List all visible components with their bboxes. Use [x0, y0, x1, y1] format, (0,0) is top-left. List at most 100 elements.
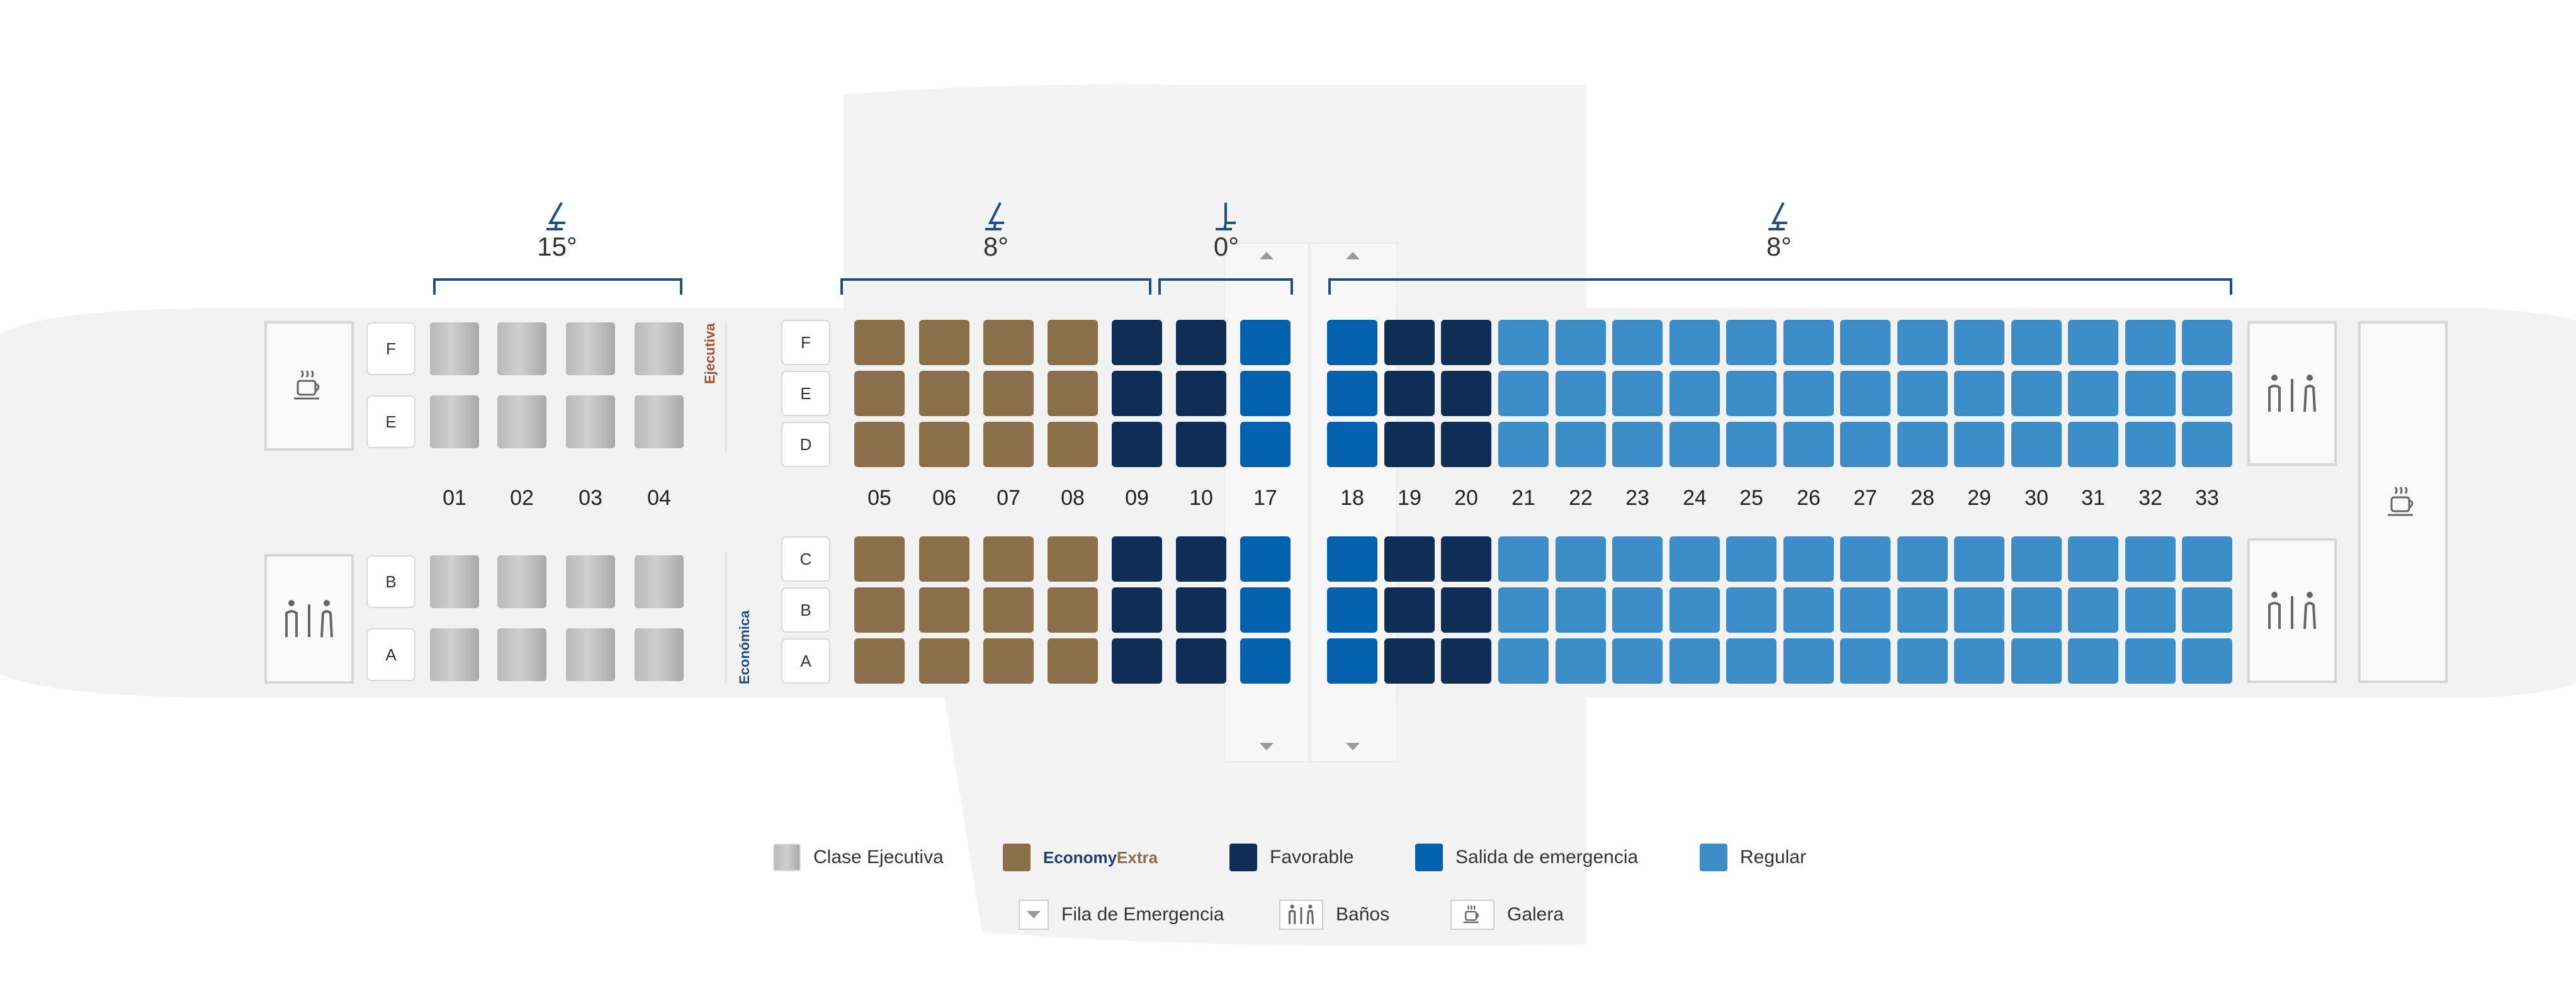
seat-04A[interactable]	[635, 628, 684, 681]
seat-18A[interactable]	[1327, 638, 1377, 684]
seat-31F[interactable]	[2068, 320, 2118, 365]
seat-21B[interactable]	[1498, 587, 1549, 633]
seat-17C[interactable]	[1240, 536, 1291, 582]
seat-28E[interactable]	[1897, 371, 1948, 416]
seat-02E[interactable]	[497, 395, 546, 448]
seat-09F[interactable]	[1112, 320, 1162, 365]
seat-32C[interactable]	[2125, 536, 2176, 582]
seat-10D[interactable]	[1176, 422, 1226, 467]
seat-25A[interactable]	[1726, 638, 1777, 684]
seat-31B[interactable]	[2068, 587, 2118, 633]
seat-02B[interactable]	[497, 555, 546, 608]
seat-28B[interactable]	[1897, 587, 1948, 633]
seat-01E[interactable]	[430, 395, 479, 448]
seat-10B[interactable]	[1176, 587, 1226, 633]
seat-22F[interactable]	[1556, 320, 1606, 365]
seat-23C[interactable]	[1612, 536, 1663, 582]
seat-20C[interactable]	[1441, 536, 1491, 582]
seat-06D[interactable]	[919, 422, 969, 467]
seat-31E[interactable]	[2068, 371, 2118, 416]
seat-32D[interactable]	[2125, 422, 2176, 467]
seat-01A[interactable]	[430, 628, 479, 681]
seat-08F[interactable]	[1048, 320, 1098, 365]
seat-06F[interactable]	[919, 320, 969, 365]
seat-17F[interactable]	[1240, 320, 1291, 365]
seat-19A[interactable]	[1384, 638, 1435, 684]
seat-26C[interactable]	[1783, 536, 1834, 582]
seat-30F[interactable]	[2011, 320, 2062, 365]
seat-17E[interactable]	[1240, 371, 1291, 416]
seat-09D[interactable]	[1112, 422, 1162, 467]
seat-27E[interactable]	[1840, 371, 1890, 416]
seat-26E[interactable]	[1783, 371, 1834, 416]
seat-07B[interactable]	[983, 587, 1034, 633]
seat-02A[interactable]	[497, 628, 546, 681]
seat-08C[interactable]	[1048, 536, 1098, 582]
seat-26A[interactable]	[1783, 638, 1834, 684]
seat-19D[interactable]	[1384, 422, 1435, 467]
seat-31C[interactable]	[2068, 536, 2118, 582]
seat-26F[interactable]	[1783, 320, 1834, 365]
seat-10E[interactable]	[1176, 371, 1226, 416]
seat-28C[interactable]	[1897, 536, 1948, 582]
seat-09A[interactable]	[1112, 638, 1162, 684]
seat-30C[interactable]	[2011, 536, 2062, 582]
seat-30E[interactable]	[2011, 371, 2062, 416]
seat-05E[interactable]	[854, 371, 905, 416]
seat-21D[interactable]	[1498, 422, 1549, 467]
seat-18D[interactable]	[1327, 422, 1377, 467]
seat-03B[interactable]	[566, 555, 615, 608]
seat-17A[interactable]	[1240, 638, 1291, 684]
seat-28D[interactable]	[1897, 422, 1948, 467]
seat-25C[interactable]	[1726, 536, 1777, 582]
seat-20B[interactable]	[1441, 587, 1491, 633]
seat-08A[interactable]	[1048, 638, 1098, 684]
seat-08B[interactable]	[1048, 587, 1098, 633]
seat-23B[interactable]	[1612, 587, 1663, 633]
seat-21A[interactable]	[1498, 638, 1549, 684]
seat-20D[interactable]	[1441, 422, 1491, 467]
seat-18C[interactable]	[1327, 536, 1377, 582]
seat-08D[interactable]	[1048, 422, 1098, 467]
seat-33F[interactable]	[2182, 320, 2232, 365]
seat-33D[interactable]	[2182, 422, 2232, 467]
seat-32F[interactable]	[2125, 320, 2176, 365]
seat-24F[interactable]	[1669, 320, 1720, 365]
seat-05C[interactable]	[854, 536, 905, 582]
seat-08E[interactable]	[1048, 371, 1098, 416]
seat-22C[interactable]	[1556, 536, 1606, 582]
seat-10C[interactable]	[1176, 536, 1226, 582]
seat-18E[interactable]	[1327, 371, 1377, 416]
seat-25D[interactable]	[1726, 422, 1777, 467]
seat-25B[interactable]	[1726, 587, 1777, 633]
seat-07F[interactable]	[983, 320, 1034, 365]
seat-24B[interactable]	[1669, 587, 1720, 633]
seat-33C[interactable]	[2182, 536, 2232, 582]
seat-27C[interactable]	[1840, 536, 1890, 582]
seat-17D[interactable]	[1240, 422, 1291, 467]
seat-32B[interactable]	[2125, 587, 2176, 633]
seat-23E[interactable]	[1612, 371, 1663, 416]
seat-33A[interactable]	[2182, 638, 2232, 684]
seat-23D[interactable]	[1612, 422, 1663, 467]
seat-09B[interactable]	[1112, 587, 1162, 633]
seat-23A[interactable]	[1612, 638, 1663, 684]
seat-28A[interactable]	[1897, 638, 1948, 684]
seat-06B[interactable]	[919, 587, 969, 633]
seat-04F[interactable]	[635, 322, 684, 375]
seat-33E[interactable]	[2182, 371, 2232, 416]
seat-29C[interactable]	[1954, 536, 2004, 582]
seat-09C[interactable]	[1112, 536, 1162, 582]
seat-06C[interactable]	[919, 536, 969, 582]
seat-05B[interactable]	[854, 587, 905, 633]
seat-22B[interactable]	[1556, 587, 1606, 633]
seat-05D[interactable]	[854, 422, 905, 467]
seat-27A[interactable]	[1840, 638, 1890, 684]
seat-07A[interactable]	[983, 638, 1034, 684]
seat-17B[interactable]	[1240, 587, 1291, 633]
seat-01F[interactable]	[430, 322, 479, 375]
seat-33B[interactable]	[2182, 587, 2232, 633]
seat-20E[interactable]	[1441, 371, 1491, 416]
seat-20F[interactable]	[1441, 320, 1491, 365]
seat-06A[interactable]	[919, 638, 969, 684]
